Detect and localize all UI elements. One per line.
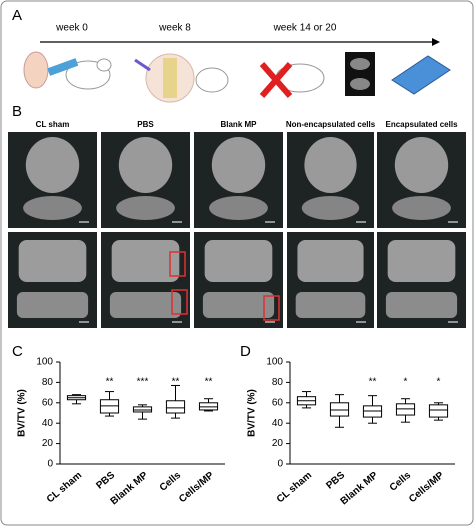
y-axis-label: BV/TV (%) (247, 389, 258, 437)
y-tick-label: 60 (42, 397, 54, 408)
y-tick-label: 80 (272, 377, 284, 388)
y-tick-label: 0 (277, 459, 283, 470)
panel-label: C (12, 343, 23, 360)
bone (25, 137, 80, 193)
box (329, 402, 350, 417)
column-header: Blank MP (220, 120, 257, 129)
y-tick-label: 80 (42, 377, 54, 388)
bone (202, 292, 275, 318)
bone (118, 137, 173, 193)
y-tick-label: 20 (272, 438, 284, 449)
icon-microct (345, 52, 375, 96)
bone (301, 196, 360, 220)
column-header: PBS (137, 120, 154, 129)
y-tick-label: 40 (42, 418, 54, 429)
y-tick-label: 20 (42, 438, 54, 449)
bone (116, 196, 175, 220)
box (395, 403, 416, 416)
bone (394, 137, 449, 193)
bone (23, 196, 82, 220)
bone (385, 292, 458, 318)
bone (204, 240, 273, 282)
icon-knee (134, 53, 229, 103)
bone (16, 292, 89, 318)
bone (111, 240, 180, 282)
timepoint: week 8 (158, 23, 191, 34)
bone (211, 137, 266, 193)
significance: *** (137, 377, 149, 388)
column-header: Non-encapsulated cells (286, 120, 376, 129)
significance: ** (106, 377, 114, 388)
y-tick-label: 100 (36, 357, 53, 368)
micro-ct-images: CL sham PBS Blank MP Non-encapsulated cells… (8, 120, 466, 328)
box (428, 404, 449, 418)
timeline-arrow (432, 38, 440, 46)
y-tick-label: 60 (272, 397, 284, 408)
timepoint: week 0 (55, 23, 88, 34)
panel-label: B (12, 103, 22, 120)
region-markers (169, 251, 280, 321)
panel-label: A (12, 7, 22, 24)
bone (304, 137, 357, 193)
significance: ** (369, 377, 377, 388)
significance: * (437, 377, 441, 388)
column-header: CL sham (36, 120, 70, 129)
y-tick-label: 40 (272, 418, 284, 429)
bone (392, 196, 451, 220)
icon-injection (23, 51, 112, 90)
bone (18, 240, 87, 282)
icon-histology (391, 55, 451, 95)
significance: ** (205, 377, 213, 388)
panel-label: D (240, 343, 251, 360)
box (165, 400, 186, 414)
column-header: Encapsulated cells (385, 120, 458, 129)
bone (295, 292, 366, 318)
bone (297, 240, 364, 282)
y-axis-label: BV/TV (%) (17, 389, 28, 437)
significance: * (404, 377, 408, 388)
significance: ** (172, 377, 180, 388)
box (132, 406, 153, 413)
bone (387, 240, 456, 282)
y-tick-label: 0 (47, 459, 53, 470)
box (99, 399, 120, 414)
box (198, 402, 219, 411)
icon-sacrifice (259, 62, 325, 98)
box (362, 405, 383, 418)
y-tick-label: 100 (266, 357, 283, 368)
bone (109, 292, 182, 318)
bone (209, 196, 268, 220)
timepoint: week 14 or 20 (273, 23, 337, 34)
